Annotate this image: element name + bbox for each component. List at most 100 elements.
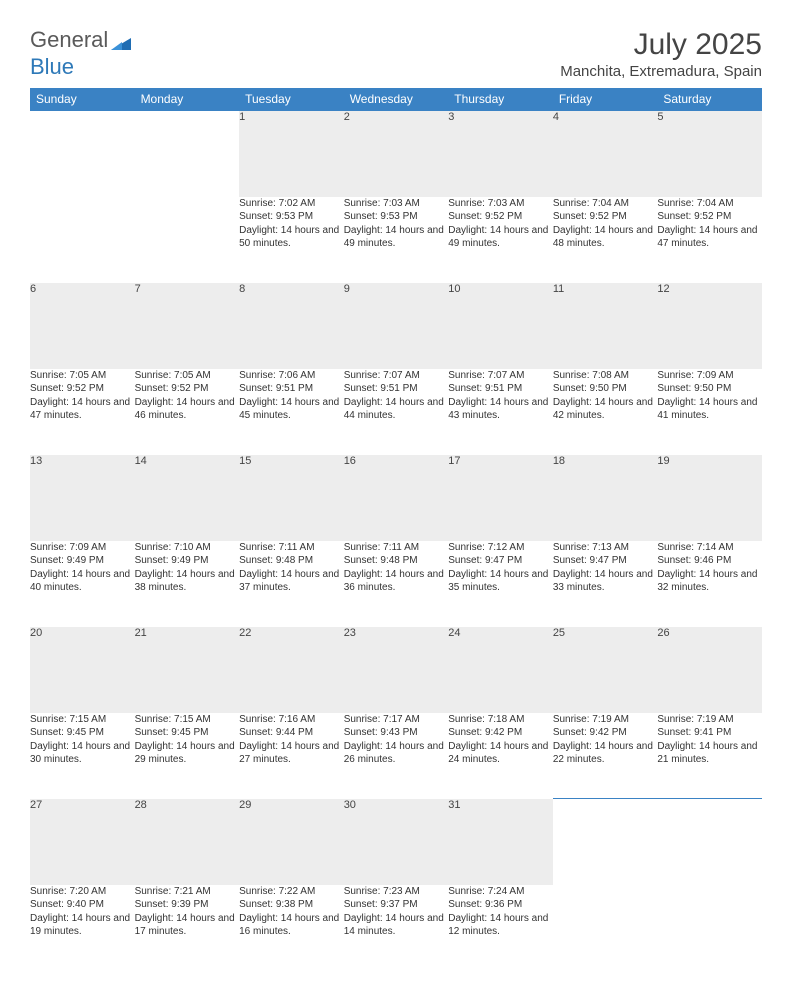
- day-number-cell: 21: [135, 627, 240, 713]
- sunset-line: Sunset: 9:46 PM: [657, 554, 762, 568]
- day-content-cell: [135, 197, 240, 283]
- day-number-cell: 9: [344, 283, 449, 369]
- day-number-cell: 26: [657, 627, 762, 713]
- day-header: Sunday: [30, 88, 135, 111]
- day-number-cell: 31: [448, 799, 553, 885]
- sunrise-line: Sunrise: 7:21 AM: [135, 885, 240, 899]
- content-row: Sunrise: 7:02 AMSunset: 9:53 PMDaylight:…: [30, 197, 762, 283]
- day-content-cell: Sunrise: 7:05 AMSunset: 9:52 PMDaylight:…: [135, 369, 240, 455]
- daylight-line: Daylight: 14 hours and 45 minutes.: [239, 396, 344, 423]
- daynum-row: 6789101112: [30, 283, 762, 369]
- day-number-cell: 5: [657, 111, 762, 197]
- day-header: Wednesday: [344, 88, 449, 111]
- calendar-page: GeneralBlue July 2025 Manchita, Extremad…: [0, 0, 792, 991]
- day-content-cell: Sunrise: 7:11 AMSunset: 9:48 PMDaylight:…: [239, 541, 344, 627]
- sunset-line: Sunset: 9:52 PM: [553, 210, 658, 224]
- day-number-cell: 20: [30, 627, 135, 713]
- content-row: Sunrise: 7:20 AMSunset: 9:40 PMDaylight:…: [30, 885, 762, 971]
- sunset-line: Sunset: 9:49 PM: [30, 554, 135, 568]
- daylight-line: Daylight: 14 hours and 29 minutes.: [135, 740, 240, 767]
- sunset-line: Sunset: 9:53 PM: [239, 210, 344, 224]
- sunset-line: Sunset: 9:42 PM: [448, 726, 553, 740]
- daylight-line: Daylight: 14 hours and 41 minutes.: [657, 396, 762, 423]
- sunrise-line: Sunrise: 7:22 AM: [239, 885, 344, 899]
- day-content-cell: [553, 885, 658, 971]
- sunset-line: Sunset: 9:38 PM: [239, 898, 344, 912]
- content-row: Sunrise: 7:15 AMSunset: 9:45 PMDaylight:…: [30, 713, 762, 799]
- day-content-cell: Sunrise: 7:18 AMSunset: 9:42 PMDaylight:…: [448, 713, 553, 799]
- day-number-cell: 30: [344, 799, 449, 885]
- daylight-line: Daylight: 14 hours and 19 minutes.: [30, 912, 135, 939]
- day-header: Thursday: [448, 88, 553, 111]
- daylight-line: Daylight: 14 hours and 27 minutes.: [239, 740, 344, 767]
- sunrise-line: Sunrise: 7:04 AM: [553, 197, 658, 211]
- sunrise-line: Sunrise: 7:16 AM: [239, 713, 344, 727]
- day-content-cell: Sunrise: 7:14 AMSunset: 9:46 PMDaylight:…: [657, 541, 762, 627]
- day-content-cell: Sunrise: 7:15 AMSunset: 9:45 PMDaylight:…: [135, 713, 240, 799]
- sunset-line: Sunset: 9:45 PM: [30, 726, 135, 740]
- day-number-cell: [553, 799, 658, 885]
- daylight-line: Daylight: 14 hours and 44 minutes.: [344, 396, 449, 423]
- day-content-cell: Sunrise: 7:19 AMSunset: 9:41 PMDaylight:…: [657, 713, 762, 799]
- sunset-line: Sunset: 9:45 PM: [135, 726, 240, 740]
- day-number-cell: 18: [553, 455, 658, 541]
- daylight-line: Daylight: 14 hours and 47 minutes.: [657, 224, 762, 251]
- logo: GeneralBlue: [30, 28, 133, 78]
- sunset-line: Sunset: 9:41 PM: [657, 726, 762, 740]
- daylight-line: Daylight: 14 hours and 43 minutes.: [448, 396, 553, 423]
- daylight-line: Daylight: 14 hours and 22 minutes.: [553, 740, 658, 767]
- day-content-cell: Sunrise: 7:16 AMSunset: 9:44 PMDaylight:…: [239, 713, 344, 799]
- daylight-line: Daylight: 14 hours and 50 minutes.: [239, 224, 344, 251]
- sunrise-line: Sunrise: 7:17 AM: [344, 713, 449, 727]
- logo-text-2: Blue: [30, 54, 74, 79]
- day-number-cell: 15: [239, 455, 344, 541]
- day-content-cell: Sunrise: 7:11 AMSunset: 9:48 PMDaylight:…: [344, 541, 449, 627]
- day-content-cell: Sunrise: 7:20 AMSunset: 9:40 PMDaylight:…: [30, 885, 135, 971]
- day-content-cell: [30, 197, 135, 283]
- day-number-cell: 29: [239, 799, 344, 885]
- day-number-cell: 28: [135, 799, 240, 885]
- sunset-line: Sunset: 9:47 PM: [448, 554, 553, 568]
- day-content-cell: Sunrise: 7:12 AMSunset: 9:47 PMDaylight:…: [448, 541, 553, 627]
- sunset-line: Sunset: 9:50 PM: [657, 382, 762, 396]
- day-content-cell: Sunrise: 7:15 AMSunset: 9:45 PMDaylight:…: [30, 713, 135, 799]
- day-content-cell: Sunrise: 7:10 AMSunset: 9:49 PMDaylight:…: [135, 541, 240, 627]
- sunrise-line: Sunrise: 7:02 AM: [239, 197, 344, 211]
- sunset-line: Sunset: 9:50 PM: [553, 382, 658, 396]
- day-number-cell: 12: [657, 283, 762, 369]
- day-content-cell: Sunrise: 7:24 AMSunset: 9:36 PMDaylight:…: [448, 885, 553, 971]
- day-number-cell: 13: [30, 455, 135, 541]
- day-number-cell: 7: [135, 283, 240, 369]
- day-content-cell: Sunrise: 7:09 AMSunset: 9:50 PMDaylight:…: [657, 369, 762, 455]
- day-number-cell: 1: [239, 111, 344, 197]
- day-number-cell: 3: [448, 111, 553, 197]
- sunrise-line: Sunrise: 7:15 AM: [135, 713, 240, 727]
- sunset-line: Sunset: 9:53 PM: [344, 210, 449, 224]
- day-content-cell: Sunrise: 7:03 AMSunset: 9:53 PMDaylight:…: [344, 197, 449, 283]
- sunset-line: Sunset: 9:51 PM: [239, 382, 344, 396]
- daynum-row: 2728293031: [30, 799, 762, 885]
- sunrise-line: Sunrise: 7:19 AM: [553, 713, 658, 727]
- sunset-line: Sunset: 9:48 PM: [239, 554, 344, 568]
- day-content-cell: Sunrise: 7:05 AMSunset: 9:52 PMDaylight:…: [30, 369, 135, 455]
- location: Manchita, Extremadura, Spain: [560, 63, 762, 80]
- day-number-cell: 24: [448, 627, 553, 713]
- daylight-line: Daylight: 14 hours and 14 minutes.: [344, 912, 449, 939]
- daylight-line: Daylight: 14 hours and 35 minutes.: [448, 568, 553, 595]
- day-header: Saturday: [657, 88, 762, 111]
- day-content-cell: Sunrise: 7:22 AMSunset: 9:38 PMDaylight:…: [239, 885, 344, 971]
- day-content-cell: Sunrise: 7:02 AMSunset: 9:53 PMDaylight:…: [239, 197, 344, 283]
- day-content-cell: Sunrise: 7:23 AMSunset: 9:37 PMDaylight:…: [344, 885, 449, 971]
- day-number-cell: 23: [344, 627, 449, 713]
- sunrise-line: Sunrise: 7:10 AM: [135, 541, 240, 555]
- day-content-cell: Sunrise: 7:08 AMSunset: 9:50 PMDaylight:…: [553, 369, 658, 455]
- daylight-line: Daylight: 14 hours and 49 minutes.: [448, 224, 553, 251]
- sunrise-line: Sunrise: 7:03 AM: [344, 197, 449, 211]
- sunrise-line: Sunrise: 7:09 AM: [657, 369, 762, 383]
- daynum-row: 12345: [30, 111, 762, 197]
- daylight-line: Daylight: 14 hours and 42 minutes.: [553, 396, 658, 423]
- day-number-cell: 19: [657, 455, 762, 541]
- daylight-line: Daylight: 14 hours and 12 minutes.: [448, 912, 553, 939]
- sunrise-line: Sunrise: 7:23 AM: [344, 885, 449, 899]
- sunrise-line: Sunrise: 7:11 AM: [239, 541, 344, 555]
